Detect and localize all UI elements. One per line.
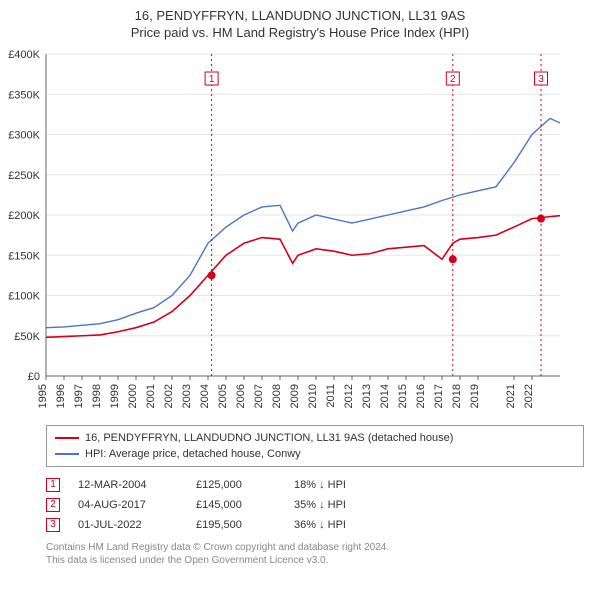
sale-delta: 36% ↓ HPI <box>294 519 394 531</box>
svg-text:2015: 2015 <box>397 384 409 408</box>
legend-label: HPI: Average price, detached house, Conw… <box>85 446 301 462</box>
svg-text:2009: 2009 <box>289 384 301 408</box>
footer-line-1: Contains HM Land Registry data © Crown c… <box>46 541 584 554</box>
svg-text:2012: 2012 <box>343 384 355 408</box>
svg-text:1998: 1998 <box>91 384 103 408</box>
sale-dot-3 <box>537 215 545 223</box>
svg-text:£200K: £200K <box>8 210 40 222</box>
sale-marker: 1 <box>46 478 60 492</box>
svg-text:2005: 2005 <box>217 384 229 408</box>
legend-label: 16, PENDYFFRYN, LLANDUDNO JUNCTION, LL31… <box>85 430 453 446</box>
footer-attribution: Contains HM Land Registry data © Crown c… <box>46 541 584 567</box>
sale-row: 3 01-JUL-2022 £195,500 36% ↓ HPI <box>46 515 584 535</box>
sale-row: 1 12-MAR-2004 £125,000 18% ↓ HPI <box>46 475 584 495</box>
svg-text:£250K: £250K <box>8 170 40 182</box>
svg-text:2010: 2010 <box>307 384 319 408</box>
svg-text:2004: 2004 <box>199 384 211 408</box>
sales-table: 1 12-MAR-2004 £125,000 18% ↓ HPI 2 04-AUG-201… <box>46 475 584 535</box>
svg-text:2018: 2018 <box>451 384 463 408</box>
sale-date: 01-JUL-2022 <box>78 519 178 531</box>
sale-date: 12-MAR-2004 <box>78 479 178 491</box>
sale-delta: 35% ↓ HPI <box>294 499 394 511</box>
sale-date: 04-AUG-2017 <box>78 499 178 511</box>
sale-marker: 3 <box>46 518 60 532</box>
svg-text:2006: 2006 <box>235 384 247 408</box>
svg-text:2024: 2024 <box>559 384 560 408</box>
svg-text:2022: 2022 <box>523 384 535 408</box>
svg-text:2: 2 <box>450 74 456 85</box>
chart-title: 16, PENDYFFRYN, LLANDUDNO JUNCTION, LL31… <box>4 8 596 23</box>
legend-row: HPI: Average price, detached house, Conw… <box>55 446 575 462</box>
legend-swatch <box>55 437 79 439</box>
svg-text:£50K: £50K <box>14 331 40 343</box>
svg-text:2008: 2008 <box>271 384 283 408</box>
svg-text:£400K: £400K <box>8 49 40 61</box>
svg-text:2002: 2002 <box>163 384 175 408</box>
sale-marker: 2 <box>46 498 60 512</box>
sale-price: £145,000 <box>196 499 276 511</box>
svg-text:2017: 2017 <box>433 384 445 408</box>
sale-price: £125,000 <box>196 479 276 491</box>
sale-row: 2 04-AUG-2017 £145,000 35% ↓ HPI <box>46 495 584 515</box>
svg-text:2014: 2014 <box>379 384 391 408</box>
svg-text:2007: 2007 <box>253 384 265 408</box>
svg-text:2013: 2013 <box>361 384 373 408</box>
svg-text:£300K: £300K <box>8 130 40 142</box>
footer-line-2: This data is licensed under the Open Gov… <box>46 554 584 567</box>
svg-text:£100K: £100K <box>8 291 40 303</box>
svg-text:2019: 2019 <box>469 384 481 408</box>
sale-dot-1 <box>208 271 216 279</box>
svg-text:1996: 1996 <box>55 384 67 408</box>
svg-text:3: 3 <box>538 74 544 85</box>
chart-subtitle: Price paid vs. HM Land Registry's House … <box>4 25 596 40</box>
svg-text:£0: £0 <box>28 371 40 383</box>
series-price_paid <box>46 215 560 337</box>
series-hpi <box>46 118 560 327</box>
svg-text:1995: 1995 <box>37 384 49 408</box>
svg-text:1: 1 <box>209 74 215 85</box>
line-chart: £0 £50K £100K £150K £200K £250K £300K £350K £400… <box>0 46 560 416</box>
svg-text:2021: 2021 <box>505 384 517 408</box>
svg-text:2001: 2001 <box>145 384 157 408</box>
legend: 16, PENDYFFRYN, LLANDUDNO JUNCTION, LL31… <box>46 425 584 467</box>
svg-text:£350K: £350K <box>8 89 40 101</box>
svg-text:1999: 1999 <box>109 384 121 408</box>
svg-text:2016: 2016 <box>415 384 427 408</box>
svg-text:£150K: £150K <box>8 250 40 262</box>
svg-text:1997: 1997 <box>73 384 85 408</box>
sale-delta: 18% ↓ HPI <box>294 479 394 491</box>
svg-text:2011: 2011 <box>325 384 337 408</box>
legend-row: 16, PENDYFFRYN, LLANDUDNO JUNCTION, LL31… <box>55 430 575 446</box>
svg-text:2000: 2000 <box>127 384 139 408</box>
legend-swatch <box>55 453 79 455</box>
svg-text:2003: 2003 <box>181 384 193 408</box>
sale-price: £195,500 <box>196 519 276 531</box>
sale-dot-2 <box>449 255 457 263</box>
chart-area: £0 £50K £100K £150K £200K £250K £300K £350K £400… <box>0 46 600 419</box>
